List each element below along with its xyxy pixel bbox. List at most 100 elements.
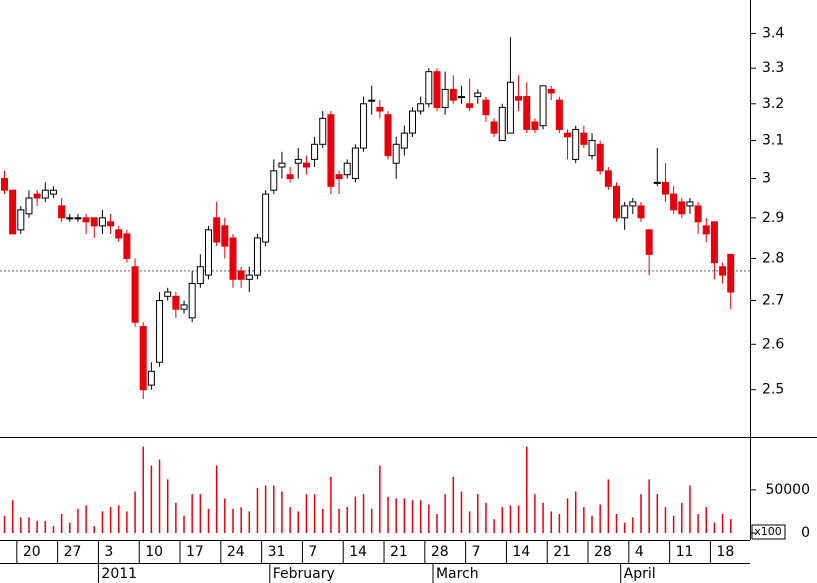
candle-body (645, 229, 653, 255)
candle-body (302, 162, 310, 168)
candle-body (547, 88, 555, 94)
candle-body (653, 181, 661, 184)
x-tick-label: 14 (349, 544, 367, 560)
candle-body (131, 266, 139, 323)
candle-body (98, 217, 106, 227)
x-tick-label: 31 (268, 544, 286, 560)
candle-body (515, 96, 523, 101)
candle-body (368, 99, 376, 102)
candle-body (441, 88, 449, 108)
y-tick-label: 3.3 (762, 60, 784, 76)
candle-body (661, 181, 669, 195)
candle-body (539, 85, 547, 127)
candle-body (384, 114, 392, 157)
candle-body (360, 103, 368, 149)
x-tick-label: 10 (145, 544, 163, 560)
candle-body (262, 193, 270, 243)
candle-body (74, 217, 82, 220)
candle-body (213, 217, 221, 243)
candle-body (319, 117, 327, 145)
candle-body (1, 178, 8, 191)
candle-body (466, 103, 474, 108)
volume-unit: x100 (754, 525, 782, 538)
candle-body (66, 217, 74, 220)
y-tick-label: 2.9 (762, 210, 784, 226)
candle-body (727, 253, 735, 293)
x-tick-label: 7 (308, 544, 317, 560)
candle-body (629, 201, 637, 207)
x-tick-label: 21 (553, 544, 571, 560)
month-label: March (436, 566, 479, 582)
x-tick-label: 27 (64, 544, 82, 560)
candle-body (710, 221, 718, 264)
candle-body (376, 106, 384, 112)
candle-body (327, 114, 335, 187)
candle-body (139, 326, 147, 391)
candle-body (482, 99, 490, 116)
candle-body (147, 370, 155, 386)
candle-body (82, 217, 90, 223)
candle-body (417, 103, 425, 112)
candle-body (245, 274, 253, 280)
x-tick-label: 28 (594, 544, 612, 560)
month-label: 2011 (101, 566, 137, 582)
candle-body (335, 174, 343, 180)
candle-body (196, 266, 204, 285)
candle-body (457, 96, 465, 99)
candle-body (555, 99, 563, 130)
candle-body (107, 221, 115, 227)
candle-body (531, 121, 539, 130)
candle-body (253, 237, 261, 276)
candle-body (172, 295, 180, 310)
candle-body (278, 162, 286, 168)
candle-body (392, 143, 400, 164)
x-tick-label: 7 (472, 544, 481, 560)
candle-body (613, 185, 620, 219)
x-tick-label: 28 (431, 544, 449, 560)
candle-body (621, 205, 629, 219)
candle-body (572, 128, 580, 160)
candle-body (506, 81, 514, 134)
y-tick-label: 2.6 (762, 336, 784, 352)
x-tick-label: 21 (390, 544, 408, 560)
x-tick-label: 17 (186, 544, 204, 560)
candle-body (123, 233, 131, 259)
candle-body (164, 291, 172, 297)
x-tick-label: 4 (635, 544, 644, 560)
candle-body (433, 71, 441, 108)
candle-body (449, 88, 457, 101)
x-tick-label: 18 (716, 544, 734, 560)
volume-tick-label: 0 (801, 525, 810, 541)
candle-body (237, 270, 245, 280)
y-tick-label: 3.1 (762, 133, 784, 149)
candle-body (270, 170, 278, 191)
candle-body (702, 225, 710, 235)
candle-body (49, 189, 57, 195)
month-label: April (624, 566, 656, 582)
candle-body (678, 201, 686, 215)
unit-box (751, 524, 786, 540)
candle-body (686, 201, 694, 207)
candle-body (719, 266, 727, 276)
y-tick-label: 3.4 (762, 26, 784, 42)
candle-body (25, 197, 33, 215)
candle-body (286, 174, 294, 180)
month-label: February (273, 566, 335, 582)
candle-body (33, 193, 41, 199)
volume-tick-label: 50000 (765, 482, 810, 498)
x-tick-label: 24 (227, 544, 245, 560)
y-tick-label: 2.8 (762, 250, 784, 266)
x-tick-label: 14 (512, 544, 530, 560)
candle-body (90, 217, 98, 227)
y-tick-label: 2.5 (762, 382, 784, 398)
candle-body (400, 132, 408, 149)
candle-body (41, 189, 49, 199)
candle-body (498, 106, 506, 142)
candle-body (221, 225, 229, 247)
candle-body (343, 162, 351, 176)
candle-body (425, 71, 433, 105)
candle-body (637, 205, 645, 219)
candle-body (205, 229, 212, 276)
x-tick-label: 11 (676, 544, 694, 560)
